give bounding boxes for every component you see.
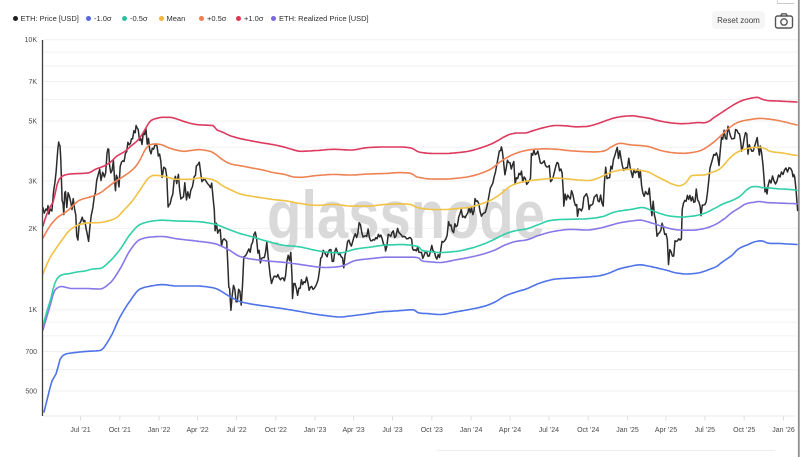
svg-text:Oct ’24: Oct ’24 <box>577 427 599 434</box>
svg-text:Jul ’24: Jul ’24 <box>539 427 559 434</box>
svg-text:Oct ’22: Oct ’22 <box>265 427 287 434</box>
svg-text:Jul ’22: Jul ’22 <box>226 427 246 434</box>
svg-text:5K: 5K <box>28 118 37 125</box>
svg-text:3K: 3K <box>28 178 37 185</box>
svg-text:Jul ’21: Jul ’21 <box>70 427 90 434</box>
svg-text:Oct ’21: Oct ’21 <box>109 427 131 434</box>
svg-text:1K: 1K <box>28 307 37 314</box>
svg-text:10K: 10K <box>25 37 38 44</box>
svg-text:700: 700 <box>25 349 37 356</box>
svg-text:500: 500 <box>25 388 37 395</box>
svg-text:Apr ’24: Apr ’24 <box>499 427 521 434</box>
svg-text:7K: 7K <box>28 79 37 86</box>
svg-text:Oct ’23: Oct ’23 <box>421 427 443 434</box>
svg-text:Jan ’22: Jan ’22 <box>148 427 171 434</box>
svg-text:Jan ’25: Jan ’25 <box>616 427 639 434</box>
svg-text:glassnode: glassnode <box>267 177 545 253</box>
svg-text:Jan ’23: Jan ’23 <box>304 427 327 434</box>
svg-text:Apr ’23: Apr ’23 <box>343 427 365 434</box>
svg-text:Jul ’25: Jul ’25 <box>695 427 715 434</box>
svg-text:Jul ’23: Jul ’23 <box>382 427 402 434</box>
svg-text:Jan ’26: Jan ’26 <box>772 427 795 434</box>
svg-text:Apr ’22: Apr ’22 <box>187 427 209 434</box>
svg-text:Jan ’24: Jan ’24 <box>460 427 483 434</box>
svg-text:2K: 2K <box>28 226 37 233</box>
svg-text:Apr ’25: Apr ’25 <box>655 427 677 434</box>
svg-text:Oct ’25: Oct ’25 <box>733 427 755 434</box>
